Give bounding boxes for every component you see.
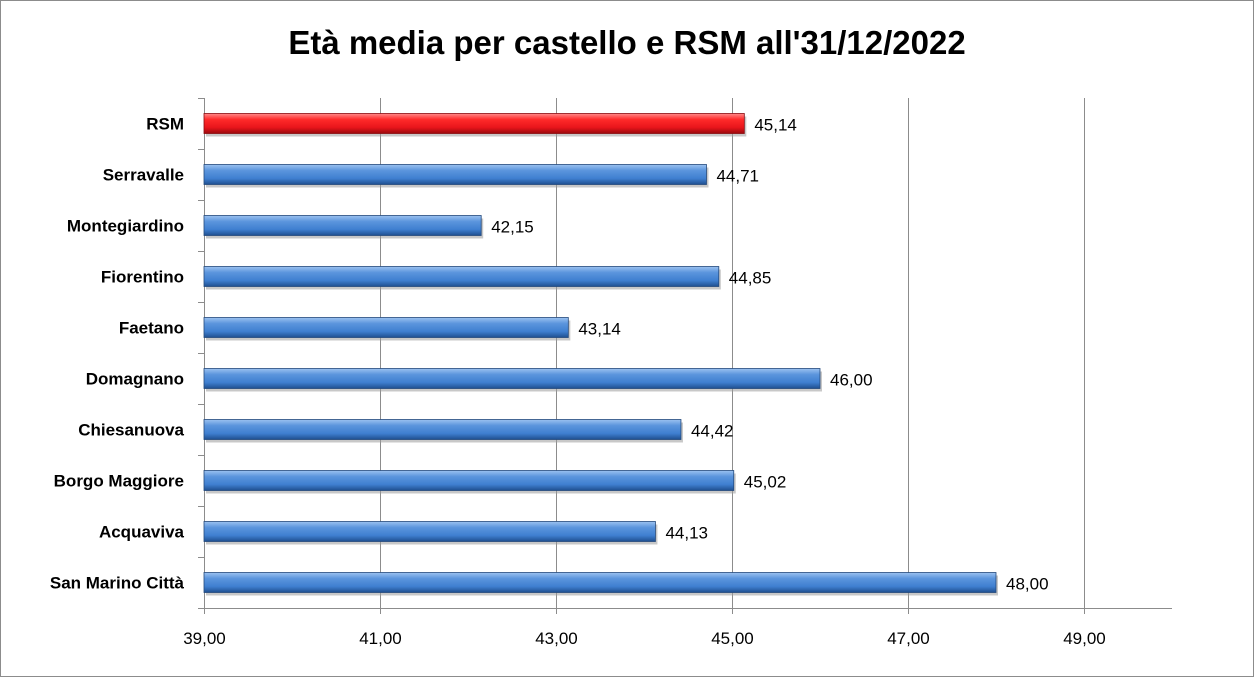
bar-acquaviva bbox=[203, 521, 656, 542]
category-label: Serravalle bbox=[103, 166, 184, 185]
data-label: 44,71 bbox=[716, 167, 759, 186]
data-label: 44,13 bbox=[665, 524, 708, 543]
category-label: Chiesanuova bbox=[78, 421, 184, 440]
data-label: 45,02 bbox=[744, 473, 787, 492]
x-tick-label: 49,00 bbox=[1063, 629, 1106, 648]
category-label: Montegiardino bbox=[67, 217, 184, 236]
data-label: 48,00 bbox=[1006, 575, 1049, 594]
x-tick-label: 47,00 bbox=[887, 629, 930, 648]
category-label: Fiorentino bbox=[101, 268, 184, 287]
bar-rsm bbox=[203, 113, 745, 134]
bar-fiorentino bbox=[203, 266, 720, 287]
data-label: 43,14 bbox=[578, 320, 621, 339]
category-label: Domagnano bbox=[86, 370, 184, 389]
category-label: Borgo Maggiore bbox=[54, 472, 184, 491]
x-tick-label: 43,00 bbox=[535, 629, 578, 648]
bar-domagnano bbox=[203, 368, 821, 389]
x-tick-label: 41,00 bbox=[359, 629, 402, 648]
bar-borgo-maggiore bbox=[203, 470, 735, 491]
bar-san-marino-citt- bbox=[203, 572, 997, 593]
x-tick-label: 39,00 bbox=[183, 629, 226, 648]
category-label: San Marino Città bbox=[50, 574, 185, 593]
x-tick-label: 45,00 bbox=[711, 629, 754, 648]
data-label: 44,42 bbox=[691, 422, 734, 441]
category-label: RSM bbox=[146, 115, 184, 134]
bar-chiesanuova bbox=[203, 419, 682, 440]
category-label: Acquaviva bbox=[99, 523, 185, 542]
bars bbox=[203, 113, 998, 596]
chart-title: Età media per castello e RSM all'31/12/2… bbox=[288, 24, 966, 61]
data-label: 42,15 bbox=[491, 218, 534, 237]
bar-faetano bbox=[203, 317, 569, 338]
bar-montegiardino bbox=[203, 215, 482, 236]
data-label: 46,00 bbox=[830, 371, 873, 390]
labels: 39,00 41,00 43,00 45,00 47,00 49,00 RSM 45,14 Se… bbox=[50, 115, 1106, 649]
data-label: 44,85 bbox=[729, 269, 772, 288]
bar-serravalle bbox=[203, 164, 707, 185]
data-label: 45,14 bbox=[754, 116, 797, 135]
category-label: Faetano bbox=[119, 319, 184, 338]
